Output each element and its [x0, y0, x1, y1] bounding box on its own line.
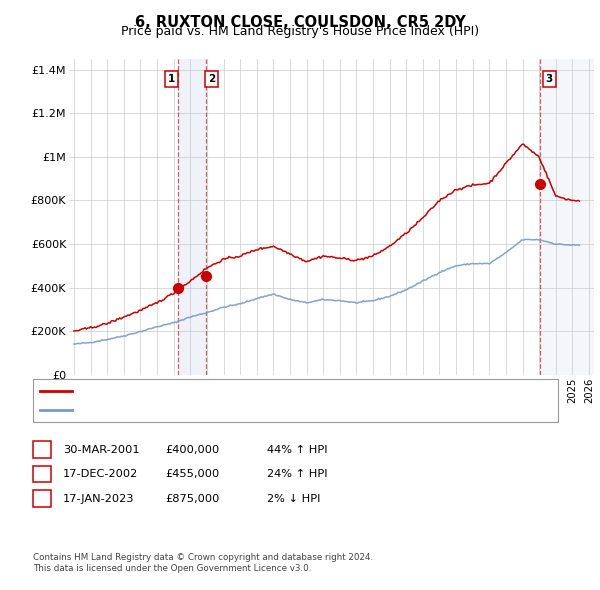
Text: £400,000: £400,000: [165, 445, 219, 454]
Text: This data is licensed under the Open Government Licence v3.0.: This data is licensed under the Open Gov…: [33, 565, 311, 573]
Text: 3: 3: [38, 494, 46, 503]
Text: Contains HM Land Registry data © Crown copyright and database right 2024.: Contains HM Land Registry data © Crown c…: [33, 553, 373, 562]
Text: £875,000: £875,000: [165, 494, 220, 503]
Text: Price paid vs. HM Land Registry's House Price Index (HPI): Price paid vs. HM Land Registry's House …: [121, 25, 479, 38]
Text: 3: 3: [545, 74, 553, 84]
Text: 2: 2: [208, 74, 215, 84]
Text: 2: 2: [38, 469, 46, 478]
Text: 2% ↓ HPI: 2% ↓ HPI: [267, 494, 320, 503]
Text: 6, RUXTON CLOSE, COULSDON, CR5 2DY (detached house): 6, RUXTON CLOSE, COULSDON, CR5 2DY (deta…: [77, 386, 399, 396]
Text: 17-JAN-2023: 17-JAN-2023: [63, 494, 134, 503]
Text: 1: 1: [167, 74, 175, 84]
Text: 24% ↑ HPI: 24% ↑ HPI: [267, 469, 328, 478]
Text: 1: 1: [38, 445, 46, 454]
Text: HPI: Average price, detached house, Croydon: HPI: Average price, detached house, Croy…: [77, 405, 325, 415]
Bar: [540, 59, 594, 375]
Text: 44% ↑ HPI: 44% ↑ HPI: [267, 445, 328, 454]
Text: 30-MAR-2001: 30-MAR-2001: [63, 445, 140, 454]
Text: 17-DEC-2002: 17-DEC-2002: [63, 469, 138, 478]
Text: £455,000: £455,000: [165, 469, 219, 478]
Text: 6, RUXTON CLOSE, COULSDON, CR5 2DY: 6, RUXTON CLOSE, COULSDON, CR5 2DY: [134, 15, 466, 30]
Bar: [178, 59, 206, 375]
